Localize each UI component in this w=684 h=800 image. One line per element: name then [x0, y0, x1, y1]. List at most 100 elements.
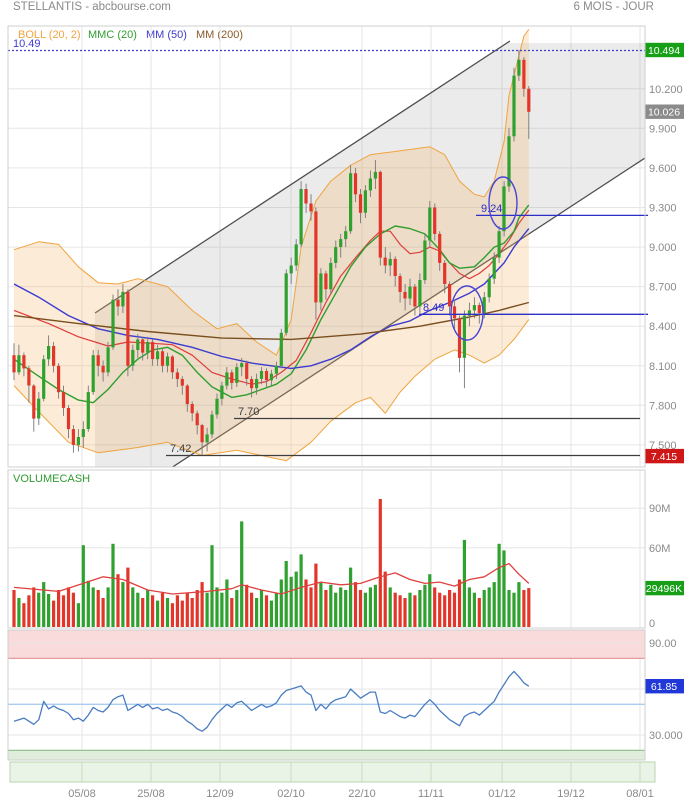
volume-ma-line — [13, 562, 530, 595]
candle-body — [502, 186, 506, 232]
candle-body — [17, 355, 21, 373]
volume-bar — [274, 592, 278, 627]
volume-bar — [57, 590, 61, 627]
candle-body — [151, 342, 155, 360]
panel-border — [7, 25, 646, 468]
volume-bar — [527, 588, 531, 627]
volume-bar — [517, 582, 521, 627]
candle-body — [76, 437, 80, 445]
volume-bar — [91, 587, 95, 627]
candle-body — [428, 207, 432, 241]
date-axis-label: 22/10 — [348, 788, 376, 800]
legend-item-0[interactable]: BOLL (20, 2) — [18, 29, 81, 41]
legend-item-1[interactable]: MMC (20) — [88, 29, 137, 41]
volume-bar — [299, 554, 303, 627]
candle-body — [101, 365, 105, 373]
volume-bar — [368, 587, 372, 627]
candle-body — [180, 379, 184, 386]
volume-bar — [131, 587, 135, 627]
price-level-label: 7.70 — [238, 406, 259, 418]
candle-body — [363, 190, 367, 213]
candle-body — [334, 247, 338, 263]
candle-body — [408, 286, 412, 299]
candle-body — [284, 273, 288, 333]
time-navigator-strip[interactable] — [9, 761, 656, 783]
volume-bar — [160, 592, 165, 627]
volume-bar — [22, 603, 26, 627]
candle-body — [269, 373, 273, 381]
axis-badge-label: 29496K — [646, 583, 682, 595]
volume-bar — [433, 587, 437, 627]
volume-bar — [269, 600, 273, 627]
volume-bar — [304, 579, 308, 627]
legend-item-2[interactable]: MM (50) — [146, 29, 187, 41]
candle-body — [185, 385, 189, 405]
volume-bar — [309, 587, 313, 627]
candle-body — [141, 339, 145, 353]
candle-body — [220, 385, 224, 399]
volume-bar — [185, 592, 189, 627]
candle-body — [190, 404, 194, 414]
annotation-ellipse[interactable] — [488, 176, 518, 230]
candle-body — [264, 371, 269, 381]
volume-bar — [467, 587, 471, 627]
volume-bar — [136, 592, 140, 627]
candle-body — [279, 332, 283, 366]
volume-bar — [47, 594, 51, 627]
axis-tick-label: 7.800 — [649, 400, 677, 412]
candle-body — [37, 398, 41, 419]
candle-body — [215, 398, 219, 415]
volume-bar — [284, 561, 288, 627]
volume-bar — [492, 582, 496, 627]
volume-bar — [76, 603, 80, 627]
volume-bar — [378, 499, 382, 627]
candle-body — [358, 194, 363, 213]
axis-tick-label: 90.00 — [649, 638, 677, 650]
volume-bar — [482, 590, 486, 627]
candle-body — [57, 365, 61, 393]
candle-body — [205, 434, 209, 443]
volume-bar — [180, 600, 184, 627]
timeframe-label: 6 MOIS - JOUR — [573, 1, 654, 13]
volume-bar — [12, 590, 16, 627]
volume-bar — [96, 590, 100, 627]
candle-body — [81, 429, 85, 437]
candle-body — [373, 171, 377, 179]
candle-body — [418, 280, 422, 307]
candle-body — [121, 291, 125, 307]
axis-tick-label: 30.000 — [649, 730, 683, 742]
volume-bar — [408, 592, 412, 627]
candle-body — [165, 356, 170, 366]
candle-body — [210, 414, 214, 435]
volume-bar — [264, 595, 269, 627]
volume-bar — [512, 592, 516, 627]
volume-bar — [86, 580, 90, 627]
candle-body — [368, 178, 372, 191]
volume-bar — [156, 600, 160, 627]
axis-badge — [644, 104, 684, 119]
axis-tick-label: 9.600 — [649, 163, 677, 175]
axis-badge-label: 61.85 — [651, 681, 677, 693]
axis-badge-label: 10.494 — [648, 45, 680, 57]
candle-body — [383, 257, 387, 266]
volume-bar — [259, 590, 264, 627]
candle-body — [126, 291, 130, 366]
volume-bar — [373, 584, 377, 627]
axis-badge-label: 10.026 — [648, 107, 680, 119]
axis-tick-label: 9.300 — [649, 202, 677, 214]
volume-bar — [250, 592, 254, 627]
volume-bar — [448, 590, 452, 627]
candle-body — [47, 346, 51, 360]
date-axis-label: 12/09 — [206, 788, 234, 800]
candle-body — [250, 379, 254, 389]
candle-body — [467, 310, 471, 316]
annotation-ellipse[interactable] — [450, 285, 484, 341]
volume-bar — [151, 595, 155, 627]
volume-bar — [457, 579, 462, 627]
axis-badge — [644, 679, 684, 694]
candle-body — [91, 355, 95, 393]
candle-body — [378, 171, 382, 258]
date-axis-label: 19/12 — [557, 788, 585, 800]
candle-body — [294, 244, 298, 266]
